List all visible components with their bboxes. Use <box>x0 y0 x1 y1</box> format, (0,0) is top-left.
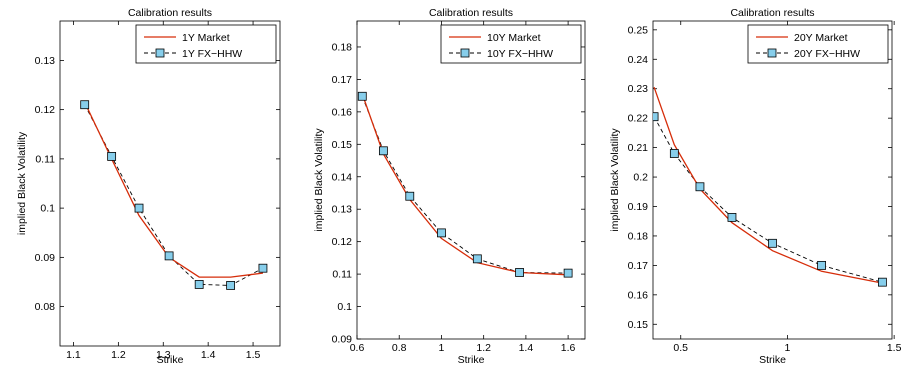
y-tick-label: 0.16 <box>332 106 353 118</box>
model-point <box>80 100 90 110</box>
y-tick-label: 0.17 <box>628 260 649 272</box>
x-tick-label: 0.5 <box>673 342 688 354</box>
legend-model-marker <box>767 48 777 58</box>
model-point <box>653 112 659 122</box>
chart-title: Calibration results <box>128 7 212 19</box>
legend-model-label: 1Y FX−HHW <box>182 48 242 60</box>
model-point <box>472 254 482 264</box>
y-tick-label: 0.17 <box>332 74 353 86</box>
series-line-market <box>653 86 883 284</box>
model-point <box>107 152 117 161</box>
y-tick-label: 0.19 <box>628 201 649 213</box>
x-tick-label: 1.5 <box>246 349 261 361</box>
y-tick-label: 0.12 <box>35 104 56 116</box>
y-tick-label: 0.11 <box>35 153 55 165</box>
y-tick-label: 0.15 <box>628 319 649 331</box>
y-tick-label: 0.18 <box>628 230 649 242</box>
model-point <box>563 268 573 278</box>
model-point <box>695 182 705 192</box>
y-tick-label: 0.2 <box>633 172 648 184</box>
legend: 10Y Market 10Y FX−HHW <box>440 24 582 64</box>
x-tick-label: 1.5 <box>887 342 902 354</box>
legend-model-marker <box>460 48 470 58</box>
model-point <box>164 251 174 261</box>
model-point <box>194 280 204 289</box>
model-point <box>669 149 679 158</box>
plot-area <box>653 86 887 287</box>
plot-frame <box>652 20 893 340</box>
legend-model-marker <box>155 48 165 58</box>
x-tick-label: 1.2 <box>476 342 491 354</box>
y-axis-label: implied Black Volatility <box>313 128 325 232</box>
y-axis-label: implied Black Volatility <box>16 131 28 235</box>
y-tick-label: 0.14 <box>332 171 353 183</box>
model-point <box>258 263 268 273</box>
plot-frame <box>59 20 281 347</box>
chart-title: Calibration results <box>730 7 814 19</box>
y-tick-label: 0.18 <box>332 41 353 53</box>
model-point <box>817 260 826 270</box>
model-point <box>226 281 236 290</box>
plot-area <box>80 100 268 290</box>
y-tick-label: 0.09 <box>332 334 353 346</box>
y-tick-label: 0.13 <box>332 204 353 216</box>
x-tick-label: 1.4 <box>519 342 534 354</box>
model-point <box>378 146 388 156</box>
y-tick-label: 0.12 <box>332 236 353 248</box>
y-tick-label: 0.23 <box>628 83 649 95</box>
y-tick-label: 0.15 <box>332 139 353 151</box>
chart-panel-3: 0.5 1 1.5 0.15 0.16 0.17 0.18 0.19 0.2 0.21 0.22 0.… <box>609 7 902 366</box>
model-point <box>437 228 446 238</box>
y-tick-label: 0.08 <box>35 301 56 313</box>
model-point <box>877 277 887 287</box>
model-point <box>357 91 367 101</box>
legend-market-label: 10Y Market <box>487 32 541 44</box>
x-tick-label: 0.8 <box>392 342 407 354</box>
y-tick-label: 0.24 <box>628 54 649 66</box>
legend-model-label: 10Y FX−HHW <box>487 48 553 60</box>
y-tick-label: 0.1 <box>40 203 55 215</box>
legend-market-label: 1Y Market <box>182 32 230 44</box>
model-point <box>405 191 415 201</box>
chart-panel-1: 1.1 1.2 1.3 1.4 1.5 0.08 0.09 0.1 0.11 0.12 0.13 Ca… <box>16 7 281 366</box>
model-point <box>134 203 144 213</box>
plot-frame <box>356 20 586 340</box>
x-axis-label: Strike <box>157 354 184 366</box>
x-tick-label: 1.4 <box>201 349 216 361</box>
y-tick-label: 0.1 <box>337 301 352 313</box>
chart-panel-2: 0.6 0.8 1 1.2 1.4 1.6 0.09 0.1 0.11 0.12 0.13 0.14 0… <box>313 7 586 366</box>
y-tick-label: 0.21 <box>628 142 649 154</box>
x-axis-label: Strike <box>759 354 786 366</box>
chart-title: Calibration results <box>429 7 513 19</box>
model-point <box>768 238 777 248</box>
model-point <box>515 268 524 277</box>
model-point <box>727 212 737 222</box>
x-tick-label: 1.1 <box>66 349 81 361</box>
y-tick-label: 0.16 <box>628 289 649 301</box>
y-tick-label: 0.25 <box>628 24 649 36</box>
y-tick-label: 0.22 <box>628 113 649 125</box>
legend-market-label: 20Y Market <box>794 32 848 44</box>
y-tick-label: 0.09 <box>35 252 56 264</box>
y-tick-label: 0.11 <box>332 269 352 281</box>
x-tick-label: 1 <box>439 342 445 354</box>
x-tick-label: 0.6 <box>350 342 365 354</box>
x-tick-label: 1.3 <box>156 349 171 361</box>
x-axis-label: Strike <box>458 354 485 366</box>
x-tick-label: 1 <box>785 342 791 354</box>
legend-model-label: 20Y FX−HHW <box>794 48 860 60</box>
x-tick-label: 1.6 <box>561 342 576 354</box>
plot-area <box>357 91 573 278</box>
y-axis-label: implied Black Volatility <box>609 128 621 232</box>
legend: 20Y Market 20Y FX−HHW <box>747 24 889 64</box>
x-tick-label: 1.2 <box>111 349 126 361</box>
legend: 1Y Market 1Y FX−HHW <box>135 24 277 64</box>
y-tick-label: 0.13 <box>35 55 56 67</box>
